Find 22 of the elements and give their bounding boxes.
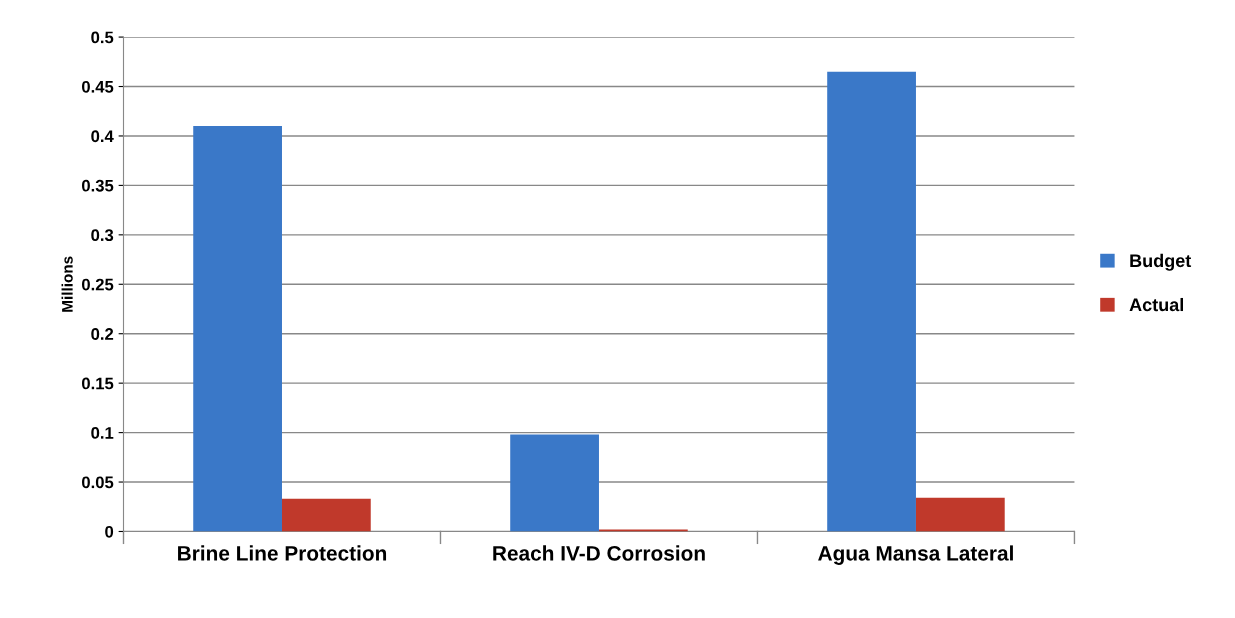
y-tick-label: 0.4	[91, 130, 114, 143]
bar	[915, 497, 1005, 532]
x-tick-label: Reach IV-D Corrosion	[493, 545, 705, 561]
x-tick-label: Agua Mansa Lateral	[818, 545, 1013, 565]
bar	[510, 434, 599, 532]
y-tick-label: 0.05	[82, 476, 114, 489]
bar	[827, 71, 916, 532]
y-tick-label: 0.35	[82, 179, 114, 192]
legend-label: Budget	[1130, 253, 1192, 271]
y-tick-label: 0.3	[91, 229, 114, 242]
y-tick-label: 0.1	[91, 427, 114, 439]
x-tick-label: Brine Line Protection	[178, 545, 387, 561]
bar	[193, 126, 282, 532]
y-tick-label: 0.5	[91, 31, 114, 44]
y-tick-label: 0	[105, 525, 114, 538]
legend-label: Actual	[1129, 297, 1183, 312]
y-tick-label: 0.45	[82, 80, 114, 93]
y-tick-label: 0.15	[82, 377, 114, 390]
bar	[281, 498, 371, 532]
y-tick-label: 0.25	[82, 278, 114, 291]
y-axis-title: Millions	[61, 256, 73, 312]
y-tick-label: 0.2	[91, 328, 114, 340]
